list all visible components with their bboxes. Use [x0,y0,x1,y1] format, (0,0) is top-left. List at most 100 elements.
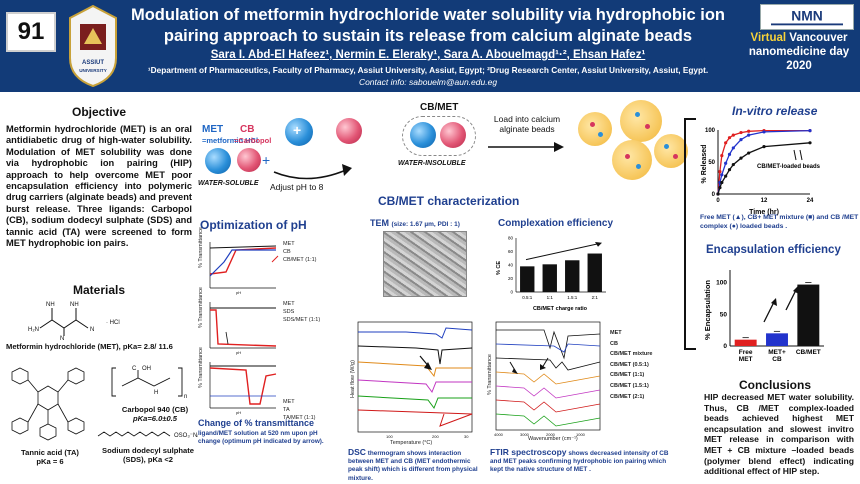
assiut-university-logo: ASSIUT UNIVERSITY [69,4,117,88]
svg-text:H: H [154,390,158,396]
materials-heading: Materials [72,283,126,297]
dsc-ylabel: Heat flow (W/g) [350,360,356,398]
ph-plot-sds [209,302,277,349]
release-series-line [717,129,811,195]
release-arrow [793,149,797,161]
ee-bar [766,333,788,346]
ce-xlabel: CB/MET charge ratio [533,306,588,312]
ce-y-tick: 0 [510,290,513,295]
ce-y-tick: 80 [508,236,514,241]
ftir-caption: FTIR spectroscopy shows decreased intens… [490,447,669,474]
ftir-xlabel: Wavenumber (cm⁻¹) [528,436,578,442]
scheme-cb-sub: =Carbopol [234,136,272,145]
ee-x-tick: CB/MET [796,349,821,356]
release-point [739,138,743,142]
conclusions-heading: Conclusions [738,378,811,392]
cb-particle [237,148,261,172]
release-point [727,152,732,156]
release-point [739,156,743,160]
adjust-ph-arrow [273,164,352,180]
bead-dot [598,132,603,137]
water-soluble-label: WATER-SOLUBLE [198,180,259,187]
svg-text:· HCl: · HCl [106,320,120,326]
release-point [727,168,732,172]
ce-y-tick: 60 [508,249,514,254]
release-point [720,180,724,185]
ee-bar [734,339,757,346]
svg-text:200: 200 [432,434,439,439]
bead-dot [590,122,595,127]
bead-dot [673,154,678,159]
carbopol-label: Carbopol 940 (CB) pKa=6.0±0.5 [121,405,189,423]
ph-ylabel-1: % Transmittance [198,227,204,268]
event-name: Virtual Vancouver nanomedicine day 2020 [748,32,850,72]
release-point [747,129,751,133]
scheme-cb-label: CB [240,124,255,135]
svg-text:pH: pH [236,410,241,415]
release-point [724,141,728,145]
ftir-spectra: 4000 3000 2000 1000 [494,321,601,437]
svg-text:4000: 4000 [494,432,504,437]
release-point [720,154,724,158]
ph-legend-ta: MET TA TA/MET (1:1) [283,399,316,421]
bead-dot [645,124,650,129]
dsc-xlabel: Temperature (°C) [390,440,433,446]
ph-ylabel-3: % Transmittance [198,347,204,388]
poster-header [0,0,860,92]
release-y-tick: 50 [708,160,715,166]
bead-dot [636,164,641,169]
affiliations: ¹Department of Pharmaceutics, Faculty of… [147,65,709,75]
metformin-label: Metformin hydrochloride (MET), pKa= 2.8/… [6,342,173,351]
dsc-thermogram: 100 200 30 [357,321,473,439]
cb-particle-2 [336,118,362,144]
ce-bar [565,260,580,292]
release-point [731,146,735,150]
ee-y-tick: 100 [716,280,727,287]
bead-dot [664,144,669,149]
ce-y-tick: 20 [508,276,514,281]
release-point [718,186,722,190]
met-particle-2 [285,118,313,146]
ee-x-tick: Free MET [739,349,753,363]
release-point [747,133,751,137]
release-point [724,174,728,178]
bead-dot [635,112,640,117]
cbmet-complex-met [410,122,436,148]
release-point [808,141,812,145]
release-point [731,162,735,167]
cbmet-complex-frame [402,116,476,156]
release-x-tick: 24 [807,198,814,204]
ph-caption-title: Change of % transmittance [198,418,315,428]
contact-info[interactable]: Contact info: sabouelm@aun.edu.eg [358,77,498,87]
ee-x-tick: MET+ CB [768,349,786,363]
ee-ylabel: % Encapsulation [703,280,712,340]
tannic-acid-structure [11,367,85,441]
release-series-line [717,142,811,195]
ph-plot-ta [209,362,277,409]
release-point [716,192,720,196]
ee-arrow [763,301,775,323]
dsc-caption: DSC thermogram shows interaction between… [348,447,478,482]
load-arrow [488,142,564,152]
ee-y-tick: 50 [720,311,728,318]
release-point [718,170,722,174]
release-point [731,133,735,137]
sds-structure: OSO₃⁻Na⁺ [97,431,198,439]
svg-text:OSO₃⁻Na⁺: OSO₃⁻Na⁺ [174,432,198,439]
ce-x-tick: 1:1 [547,295,554,300]
scheme-cbmet-label: CB/MET [420,102,459,113]
met-particle [205,148,231,174]
objective-heading: Objective [71,105,127,119]
svg-text:C: C [132,366,137,372]
complexation-heading: Complexation efficiency [498,218,614,229]
conclusions-text: HIP decreased MET water solubility. Thus… [704,392,854,477]
plus-sign-1: + [262,152,271,168]
water-insoluble-label: WATER-INSOLUBLE [398,160,466,167]
svg-text:3000: 3000 [520,432,530,437]
encapsulation-heading: Encapsulation efficiency [706,244,841,256]
svg-text:NH: NH [46,302,55,308]
ee-y-tick: 0 [723,343,727,350]
release-ylabel: % Released [701,145,708,184]
ftir-ylabel: % Transmittance [487,354,493,395]
load-into-beads-label: Load into calcium alginate beads [493,114,561,134]
